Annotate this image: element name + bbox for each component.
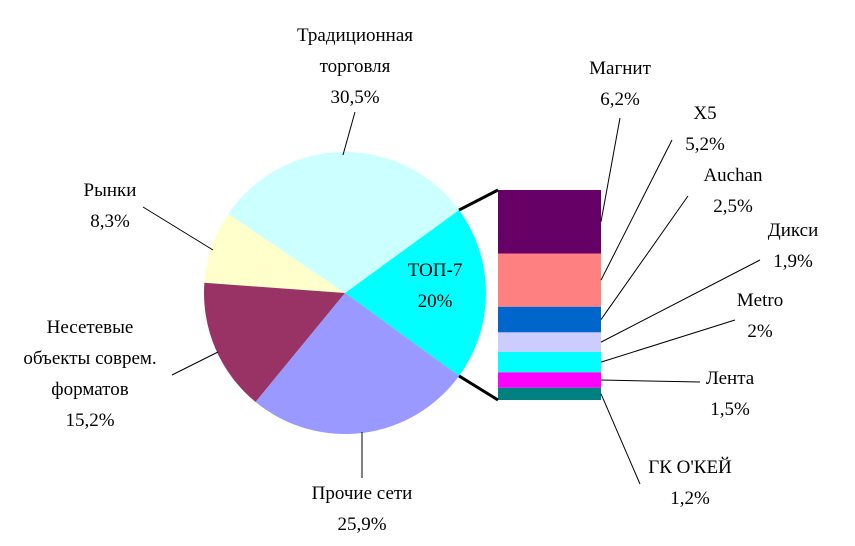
- category-label: X5: [693, 103, 717, 124]
- value-label: 8,3%: [90, 211, 130, 232]
- category-label: ГК О'КЕЙ: [648, 457, 732, 478]
- value-label: 2%: [747, 321, 773, 342]
- category-label: Традиционная торговля: [297, 25, 413, 77]
- value-label: 25,9%: [337, 514, 387, 535]
- pie-label: Традиционная торговля 30,5%: [297, 20, 413, 113]
- bar-segment: [498, 190, 601, 254]
- category-label: Несетевые объекты соврем. форматов: [23, 317, 157, 400]
- value-label: 5,2%: [685, 134, 725, 155]
- leader-line: [142, 206, 214, 251]
- connector: [458, 188, 499, 212]
- bar-label: Магнит 6,2%: [589, 53, 651, 115]
- pie-label: Несетевые объекты соврем. форматов 15,2%: [23, 312, 156, 436]
- leader-line: [171, 351, 219, 376]
- value-label: 1,2%: [670, 488, 710, 509]
- bar-label: Лента 1,5%: [706, 363, 754, 425]
- bar-segment: [498, 387, 601, 400]
- category-label: Магнит: [589, 58, 651, 79]
- connector: [458, 374, 499, 402]
- bar-label: Дикси 1,9%: [768, 215, 819, 277]
- pie-slice: [204, 214, 345, 293]
- leader-line: [600, 319, 736, 363]
- value-label: 30,5%: [330, 87, 380, 108]
- category-label: Дикси: [767, 220, 819, 241]
- pie-label: Прочие сети 25,9%: [312, 478, 413, 540]
- category-label: ТОП-7: [407, 260, 463, 281]
- value-label: 20%: [417, 291, 453, 312]
- value-label: 15,2%: [65, 410, 115, 431]
- pie-slice: [255, 293, 460, 434]
- category-label: Прочие сети: [311, 483, 413, 504]
- bar-segment: [498, 306, 601, 333]
- bar-segment: [498, 253, 601, 307]
- leader-line: [600, 139, 673, 281]
- value-label: 1,5%: [710, 399, 750, 420]
- bar-label: X5 5,2%: [685, 98, 725, 160]
- value-label: 1,9%: [773, 251, 813, 272]
- bar-segment: [498, 372, 601, 388]
- leader-line: [342, 111, 356, 156]
- bar-label: Auchan 2,5%: [703, 160, 762, 222]
- leader-line: [600, 393, 641, 485]
- pie-slice: [345, 210, 486, 376]
- bar-label: Metro 2%: [737, 285, 783, 347]
- category-label: Auchan: [703, 165, 763, 186]
- leader-line: [600, 259, 761, 343]
- pie-slice: [228, 152, 460, 293]
- value-label: 2,5%: [713, 196, 753, 217]
- bar-label: ГК О'КЕЙ 1,2%: [648, 452, 732, 514]
- category-label: Metro: [736, 290, 784, 311]
- pie-label: ТОП-7 20%: [408, 255, 463, 317]
- leader-line: [600, 379, 701, 383]
- category-label: Рынки: [83, 180, 137, 201]
- category-label: Лента: [705, 368, 755, 389]
- value-label: 6,2%: [600, 89, 640, 110]
- pie-label: Рынки 8,3%: [84, 175, 137, 237]
- pie-slice: [204, 282, 345, 403]
- leader-line: [600, 117, 621, 222]
- leader-line: [600, 195, 689, 320]
- bar-segment: [498, 351, 601, 373]
- bar-segment: [498, 332, 601, 352]
